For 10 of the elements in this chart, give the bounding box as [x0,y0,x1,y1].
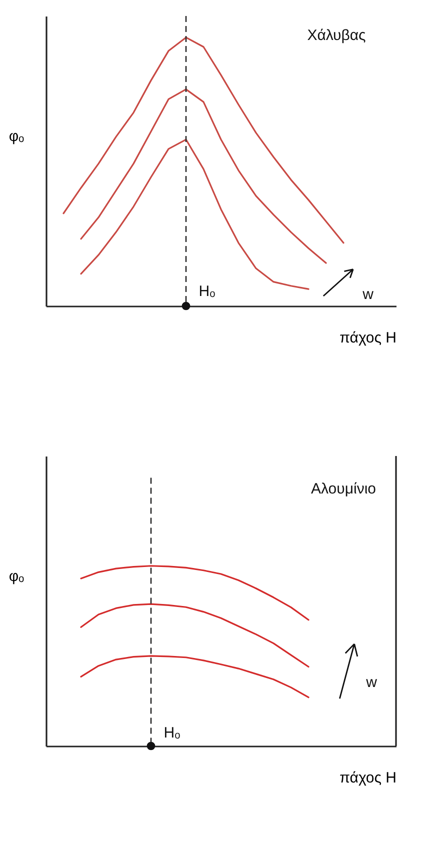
x-axis-title: πάχος Η [340,770,396,786]
annotation: w [365,674,378,691]
y-axis-title: φₒ [8,128,25,146]
annotation: w [362,286,374,303]
annotation: Hₒ [164,724,181,742]
annotation: Hₒ [198,282,216,300]
x-axis-title: πάχος Η [340,330,396,346]
text: Αλουμίνιο [311,480,376,498]
annotation: Χάλυβας [307,26,366,44]
y-axis-title: φₒ [8,568,25,586]
